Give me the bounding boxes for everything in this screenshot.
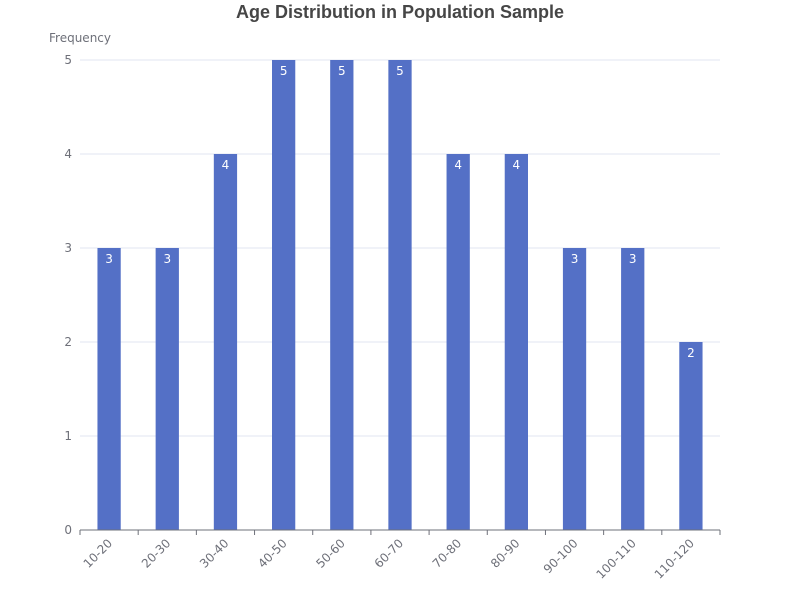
y-axis-label: Frequency <box>49 31 111 45</box>
x-tick-label: 20-30 <box>139 536 174 571</box>
y-tick-label: 5 <box>64 53 72 67</box>
bar[interactable] <box>562 248 587 530</box>
data-label: 2 <box>687 346 695 360</box>
x-tick-label: 60-70 <box>372 536 407 571</box>
y-tick-label: 0 <box>64 523 72 537</box>
data-label: 5 <box>338 64 346 78</box>
data-label: 3 <box>105 252 113 266</box>
x-tick-label: 70-80 <box>430 536 465 571</box>
bar[interactable] <box>388 60 412 530</box>
x-tick-label: 90-100 <box>541 536 581 576</box>
bar[interactable] <box>213 154 238 530</box>
chart-title: Age Distribution in Population Sample <box>235 2 564 22</box>
bar[interactable] <box>155 248 179 530</box>
data-label: 4 <box>222 158 230 172</box>
bar[interactable] <box>679 342 703 530</box>
x-tick-label: 10-20 <box>81 536 116 571</box>
data-label: 5 <box>280 64 288 78</box>
data-label: 3 <box>163 252 171 266</box>
y-tick-label: 2 <box>64 335 72 349</box>
data-label: 5 <box>396 64 404 78</box>
bars <box>97 60 703 530</box>
data-label: 3 <box>629 252 637 266</box>
data-label: 4 <box>513 158 521 172</box>
bar[interactable] <box>272 60 296 530</box>
y-tick-label: 4 <box>64 147 72 161</box>
x-tick-label: 110-120 <box>652 536 697 581</box>
data-labels: 3 3 4 5 5 5 4 4 3 3 2 <box>105 64 694 360</box>
bar[interactable] <box>621 248 645 530</box>
y-tick-label: 1 <box>64 429 72 443</box>
y-tick-label: 3 <box>64 241 72 255</box>
x-tick-label: 80-90 <box>488 536 523 571</box>
x-tick-label: 50-60 <box>313 536 348 571</box>
x-tick-label: 100-110 <box>593 536 638 581</box>
x-tick-label: 30-40 <box>197 536 232 571</box>
bar[interactable] <box>504 154 528 530</box>
bar[interactable] <box>446 154 470 530</box>
data-label: 3 <box>571 252 579 266</box>
x-tick-label: 40-50 <box>255 536 290 571</box>
data-label: 4 <box>454 158 462 172</box>
bar[interactable] <box>330 60 354 530</box>
bar[interactable] <box>97 248 121 530</box>
